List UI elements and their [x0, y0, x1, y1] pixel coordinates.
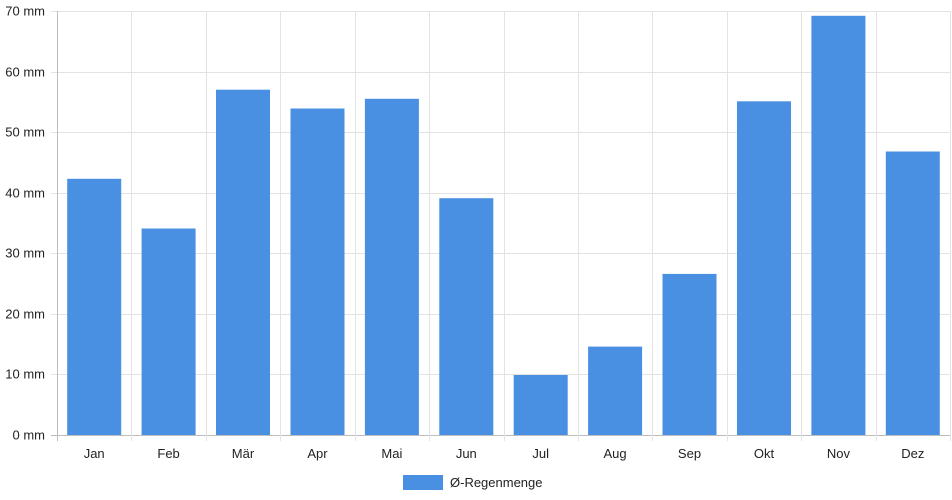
bar-jul[interactable] — [513, 375, 568, 435]
bar-jun[interactable] — [439, 198, 494, 435]
x-tick-label: Dez — [901, 446, 924, 461]
y-tick-label: 20 mm — [5, 307, 45, 322]
legend-label[interactable]: Ø-Regenmenge — [450, 475, 543, 490]
x-tick-label: Apr — [307, 446, 328, 461]
legend[interactable]: Ø-Regenmenge — [403, 475, 543, 490]
y-tick-label: 30 mm — [5, 246, 45, 261]
x-tick-label: Mär — [232, 446, 255, 461]
grid-lines — [51, 11, 951, 441]
bar-aug[interactable] — [588, 346, 643, 435]
y-axis-ticks: 0 mm 10 mm 20 mm 30 mm 40 mm 50 mm 60 mm 70 mm — [5, 4, 45, 443]
y-tick-label: 0 mm — [13, 428, 46, 443]
legend-swatch[interactable] — [403, 475, 443, 490]
bar-dez[interactable] — [885, 151, 940, 436]
bar-okt[interactable] — [737, 101, 791, 436]
x-tick-label: Nov — [827, 446, 851, 461]
bars — [67, 15, 940, 436]
x-tick-label: Jul — [532, 446, 549, 461]
bar-feb[interactable] — [141, 228, 196, 436]
y-tick-label: 60 mm — [5, 65, 45, 80]
bar-mai[interactable] — [364, 98, 419, 436]
bar-mär[interactable] — [216, 89, 270, 435]
bar-jan[interactable] — [67, 178, 122, 436]
x-tick-label: Mai — [381, 446, 402, 461]
x-tick-label: Jan — [84, 446, 105, 461]
x-tick-label: Okt — [754, 446, 775, 461]
bar-sep[interactable] — [662, 273, 717, 435]
x-tick-label: Aug — [604, 446, 627, 461]
bar-nov[interactable] — [811, 15, 866, 436]
x-axis-ticks: Jan Feb Mär Apr Mai Jun Jul Aug Sep Okt Nov Dez — [84, 446, 925, 461]
bar-apr[interactable] — [290, 108, 345, 436]
y-tick-label: 10 mm — [5, 367, 45, 382]
x-tick-label: Sep — [678, 446, 701, 461]
x-tick-label: Jun — [456, 446, 477, 461]
y-tick-label: 40 mm — [5, 186, 45, 201]
x-tick-label: Feb — [157, 446, 179, 461]
y-tick-label: 70 mm — [5, 4, 45, 19]
y-tick-label: 50 mm — [5, 125, 45, 140]
